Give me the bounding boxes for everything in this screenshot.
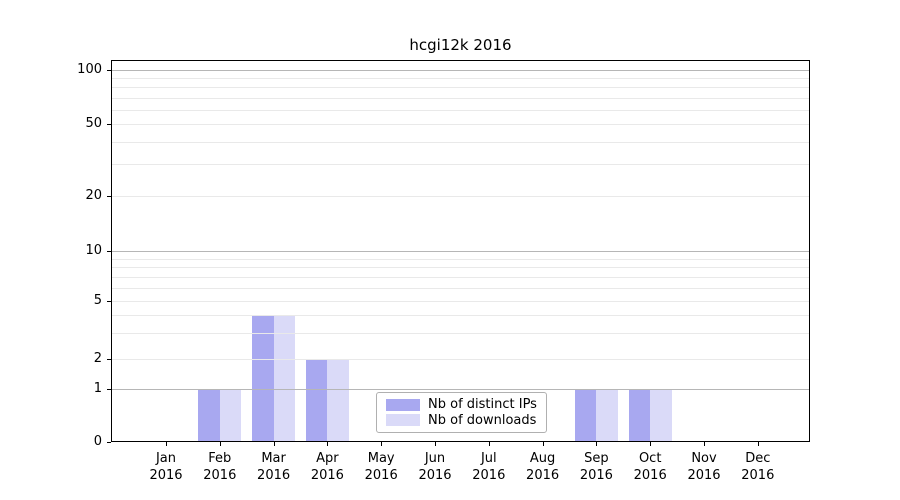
y-tick-label: 0 bbox=[93, 434, 102, 449]
x-tick-label: Feb 2016 bbox=[203, 451, 237, 483]
gridline-minor bbox=[112, 259, 809, 260]
y-tick-label: 10 bbox=[85, 243, 102, 258]
gridline-minor bbox=[112, 78, 809, 79]
x-tick-label: Jan 2016 bbox=[149, 451, 183, 483]
gridline-major bbox=[112, 70, 809, 71]
legend-item-distinct-ips: Nb of distinct IPs bbox=[386, 397, 537, 413]
chart-title: hcgi12k 2016 bbox=[409, 36, 512, 54]
x-tick-label: Oct 2016 bbox=[633, 451, 667, 483]
gridline-minor bbox=[112, 267, 809, 268]
x-tick-label: May 2016 bbox=[364, 451, 398, 483]
x-tick bbox=[435, 442, 436, 446]
x-tick bbox=[596, 442, 598, 446]
y-tick-label: 2 bbox=[93, 351, 102, 366]
y-tick bbox=[107, 442, 111, 443]
gridline-minor bbox=[112, 196, 809, 197]
legend-label-distinct-ips: Nb of distinct IPs bbox=[428, 397, 537, 413]
bar-downloads bbox=[219, 389, 242, 441]
y-tick bbox=[107, 251, 111, 252]
x-tick bbox=[488, 442, 490, 446]
gridline-minor bbox=[112, 164, 809, 165]
legend-item-downloads: Nb of downloads bbox=[386, 413, 537, 429]
legend-swatch-distinct-ips bbox=[386, 398, 420, 411]
bar-distinct-ips bbox=[574, 389, 597, 441]
gridline-minor bbox=[112, 87, 809, 88]
y-tick-label: 20 bbox=[85, 188, 102, 203]
bar-downloads bbox=[596, 389, 618, 441]
bar-distinct-ips bbox=[305, 359, 328, 441]
y-tick-label: 50 bbox=[85, 116, 102, 131]
x-tick-label: Apr 2016 bbox=[310, 451, 344, 483]
y-tick bbox=[107, 196, 111, 197]
gridline-minor bbox=[112, 301, 809, 302]
gridline-major bbox=[112, 251, 809, 252]
legend-label-downloads: Nb of downloads bbox=[428, 412, 537, 428]
x-tick bbox=[381, 442, 383, 446]
y-tick bbox=[107, 124, 111, 125]
x-tick-label: Jun 2016 bbox=[418, 451, 452, 483]
legend: Nb of distinct IPs Nb of downloads bbox=[376, 392, 547, 433]
x-tick-label: Sep 2016 bbox=[579, 451, 613, 483]
gridline-minor bbox=[112, 142, 809, 143]
gridline-major bbox=[112, 389, 809, 390]
y-tick bbox=[107, 359, 111, 360]
gridline-minor bbox=[112, 288, 809, 289]
gridline-minor bbox=[112, 315, 809, 316]
legend-swatch-downloads bbox=[386, 414, 420, 427]
x-tick bbox=[273, 442, 275, 446]
x-tick bbox=[327, 442, 329, 446]
x-tick-label: Jul 2016 bbox=[472, 451, 506, 483]
y-tick bbox=[107, 389, 111, 390]
x-tick bbox=[166, 442, 167, 446]
gridline-minor bbox=[112, 277, 809, 278]
x-tick-label: Nov 2016 bbox=[687, 451, 721, 483]
gridline-minor bbox=[112, 333, 809, 334]
y-tick bbox=[107, 301, 111, 302]
gridline-minor bbox=[112, 124, 809, 125]
bar-downloads bbox=[650, 389, 672, 441]
x-tick bbox=[650, 442, 652, 446]
bar-downloads bbox=[327, 359, 349, 441]
x-tick-label: Mar 2016 bbox=[257, 451, 291, 483]
x-tick bbox=[704, 442, 705, 446]
bar-distinct-ips bbox=[198, 389, 220, 441]
x-tick bbox=[757, 442, 759, 446]
y-tick-label: 1 bbox=[93, 381, 102, 396]
bar-distinct-ips bbox=[628, 389, 651, 441]
plot-border bbox=[111, 60, 810, 442]
y-tick-label: 100 bbox=[77, 62, 102, 77]
gridline-minor bbox=[112, 98, 809, 99]
gridline-minor bbox=[112, 359, 809, 360]
gridline-minor bbox=[112, 110, 809, 111]
y-tick bbox=[107, 70, 111, 71]
y-tick-label: 5 bbox=[93, 293, 102, 308]
bar-downloads bbox=[273, 315, 296, 441]
bar-distinct-ips bbox=[252, 315, 274, 441]
x-tick bbox=[542, 442, 544, 446]
x-tick-label: Dec 2016 bbox=[741, 451, 775, 483]
x-tick bbox=[219, 442, 221, 446]
x-tick-label: Aug 2016 bbox=[526, 451, 560, 483]
